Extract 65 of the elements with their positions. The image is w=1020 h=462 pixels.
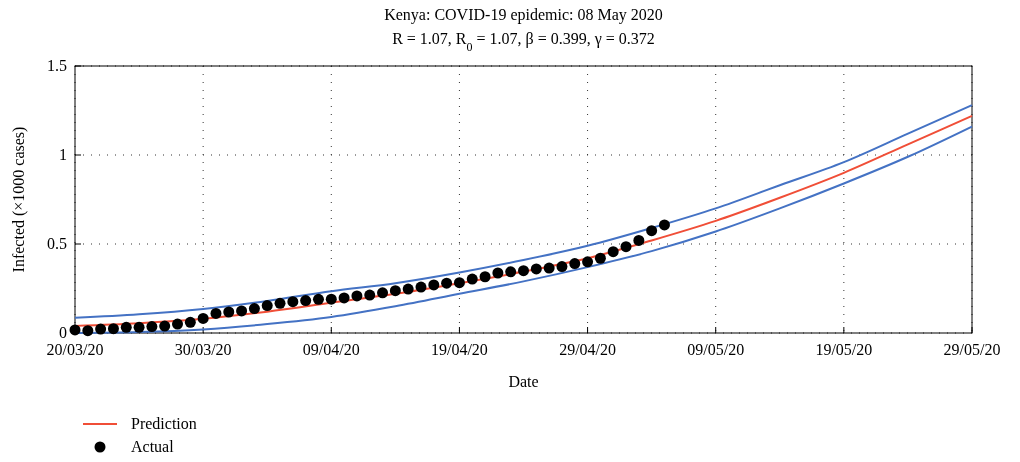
x-tick-label: 30/03/20 — [174, 341, 232, 358]
chart-subtitle: R = 1.07, R$_{0}$ = 1.07, β = 0.399, γ = 0.372 — [392, 30, 655, 54]
y-axis-title: Infected (×1000 cases) — [10, 126, 28, 273]
point — [633, 234, 645, 246]
point — [172, 318, 184, 330]
point — [492, 267, 504, 279]
point — [120, 321, 132, 333]
point — [236, 305, 248, 317]
point — [441, 277, 453, 289]
x-tick-label: 09/05/20 — [687, 341, 745, 358]
point — [466, 273, 478, 285]
point — [159, 320, 171, 332]
point — [530, 263, 542, 275]
point — [312, 293, 324, 305]
point — [505, 266, 517, 278]
point — [518, 265, 529, 277]
point — [82, 325, 94, 337]
point — [274, 297, 286, 309]
y-tick-label: 1 — [59, 146, 67, 163]
y-tick-label: 0 — [59, 324, 67, 341]
legend-label: Actual — [131, 438, 175, 455]
point — [248, 303, 260, 315]
point — [607, 246, 619, 258]
point — [325, 293, 337, 305]
point — [453, 277, 465, 289]
point — [594, 252, 606, 264]
point — [197, 312, 209, 324]
point — [351, 290, 363, 302]
point — [556, 261, 568, 273]
y-tick-label: 0.5 — [47, 235, 67, 252]
point — [479, 271, 491, 283]
point — [69, 324, 81, 336]
point — [402, 283, 414, 295]
point — [377, 287, 389, 299]
y-tick-label: 1.5 — [47, 57, 67, 74]
point — [261, 300, 273, 312]
x-tick-label: 29/04/20 — [559, 341, 617, 358]
point — [415, 281, 427, 293]
x-tick-label: 19/05/20 — [815, 341, 873, 358]
chart-title: Kenya: COVID-19 epidemic: 08 May 2020 — [384, 6, 663, 24]
point — [646, 225, 658, 237]
point — [620, 241, 632, 253]
point — [107, 323, 119, 335]
x-tick-label: 09/04/20 — [302, 341, 360, 358]
point — [364, 289, 376, 301]
x-tick-label: 20/03/20 — [46, 341, 104, 358]
point — [582, 256, 594, 268]
point — [95, 323, 107, 335]
point — [658, 219, 670, 231]
point — [210, 307, 222, 319]
point — [287, 296, 299, 308]
point — [146, 321, 158, 333]
x-tick-label: 19/04/20 — [430, 341, 488, 358]
point — [223, 306, 235, 318]
point — [543, 262, 555, 274]
point — [133, 321, 145, 333]
point — [338, 292, 350, 304]
point — [389, 285, 401, 297]
x-axis-title: Date — [508, 373, 539, 390]
point — [428, 279, 440, 291]
point — [569, 258, 581, 270]
legend-label: Prediction — [131, 415, 197, 432]
point — [184, 316, 196, 328]
x-tick-label: 29/05/20 — [943, 341, 1001, 358]
point — [300, 295, 312, 307]
